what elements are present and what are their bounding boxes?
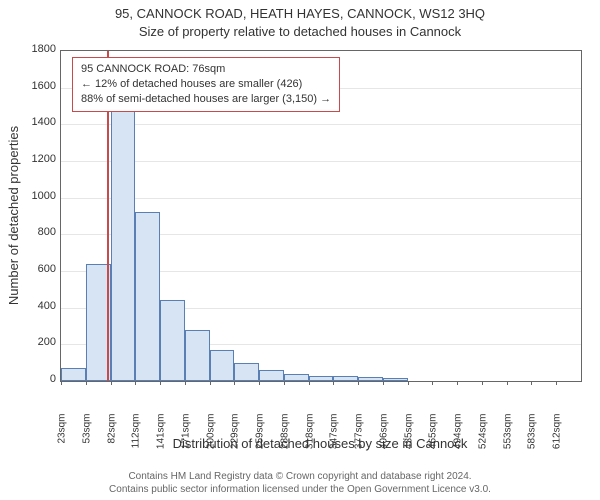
x-tick-label: 406sqm [378, 414, 389, 464]
y-tick-label: 400 [26, 300, 56, 312]
x-tick [185, 381, 186, 385]
y-axis-label: Number of detached properties [6, 50, 22, 380]
histogram-bar [61, 368, 86, 381]
y-tick-label: 1800 [26, 43, 56, 55]
x-tick [432, 381, 433, 385]
histogram-bar [234, 363, 259, 381]
x-tick-label: 494sqm [453, 414, 464, 464]
x-tick [234, 381, 235, 385]
x-tick [210, 381, 211, 385]
y-axis-label-text: Number of detached properties [7, 125, 22, 304]
histogram-bar [383, 378, 408, 381]
annotation-box: 95 CANNOCK ROAD: 76sqm← 12% of detached … [72, 57, 340, 112]
gridline [61, 124, 581, 125]
x-tick [408, 381, 409, 385]
histogram-bar [185, 330, 210, 381]
x-tick [531, 381, 532, 385]
x-tick [358, 381, 359, 385]
x-tick-label: 200sqm [205, 414, 216, 464]
histogram-bar [284, 374, 309, 381]
x-tick-label: 553sqm [502, 414, 513, 464]
x-tick [160, 381, 161, 385]
x-tick-label: 53sqm [81, 414, 92, 464]
x-tick [457, 381, 458, 385]
x-tick [135, 381, 136, 385]
x-tick-label: 347sqm [329, 414, 340, 464]
caption: Contains HM Land Registry data © Crown c… [0, 471, 600, 496]
y-tick-label: 200 [26, 336, 56, 348]
x-tick-label: 465sqm [428, 414, 439, 464]
y-tick-label: 0 [26, 373, 56, 385]
annotation-line: 88% of semi-detached houses are larger (… [81, 92, 331, 107]
x-tick-label: 171sqm [180, 414, 191, 464]
gridline [61, 161, 581, 162]
x-tick-label: 318sqm [304, 414, 315, 464]
x-tick [111, 381, 112, 385]
x-tick [507, 381, 508, 385]
x-tick-label: 229sqm [230, 414, 241, 464]
histogram-bar [111, 101, 136, 382]
caption-line1: Contains HM Land Registry data © Crown c… [0, 471, 600, 484]
annotation-line: 95 CANNOCK ROAD: 76sqm [81, 62, 331, 77]
histogram-bar [160, 300, 185, 381]
histogram-bar [259, 370, 284, 381]
y-tick-label: 1600 [26, 80, 56, 92]
histogram-bar [135, 212, 160, 381]
x-tick [383, 381, 384, 385]
x-tick [61, 381, 62, 385]
chart-title-address: 95, CANNOCK ROAD, HEATH HAYES, CANNOCK, … [0, 6, 600, 21]
histogram-bar [309, 376, 334, 382]
caption-line2: Contains public sector information licen… [0, 484, 600, 497]
y-tick-label: 1200 [26, 153, 56, 165]
y-tick-label: 800 [26, 226, 56, 238]
x-tick-label: 583sqm [527, 414, 538, 464]
histogram-bar [210, 350, 235, 381]
x-tick [309, 381, 310, 385]
annotation-line: ← 12% of detached houses are smaller (42… [81, 77, 331, 92]
x-tick-label: 23sqm [57, 414, 68, 464]
x-tick-label: 259sqm [255, 414, 266, 464]
x-tick-label: 377sqm [354, 414, 365, 464]
chart-title-desc: Size of property relative to detached ho… [0, 24, 600, 39]
y-tick-label: 1000 [26, 190, 56, 202]
x-tick [333, 381, 334, 385]
x-tick [284, 381, 285, 385]
x-tick-label: 141sqm [156, 414, 167, 464]
x-tick-label: 82sqm [106, 414, 117, 464]
x-tick-label: 112sqm [131, 414, 142, 464]
histogram-bar [333, 376, 358, 381]
x-tick-label: 524sqm [477, 414, 488, 464]
x-tick [482, 381, 483, 385]
y-tick-label: 600 [26, 263, 56, 275]
x-tick [556, 381, 557, 385]
x-tick [86, 381, 87, 385]
x-tick-label: 612sqm [552, 414, 563, 464]
x-tick-label: 288sqm [279, 414, 290, 464]
x-tick [259, 381, 260, 385]
x-tick-label: 435sqm [403, 414, 414, 464]
gridline [61, 198, 581, 199]
histogram-bar [358, 377, 383, 381]
y-tick-label: 1400 [26, 116, 56, 128]
